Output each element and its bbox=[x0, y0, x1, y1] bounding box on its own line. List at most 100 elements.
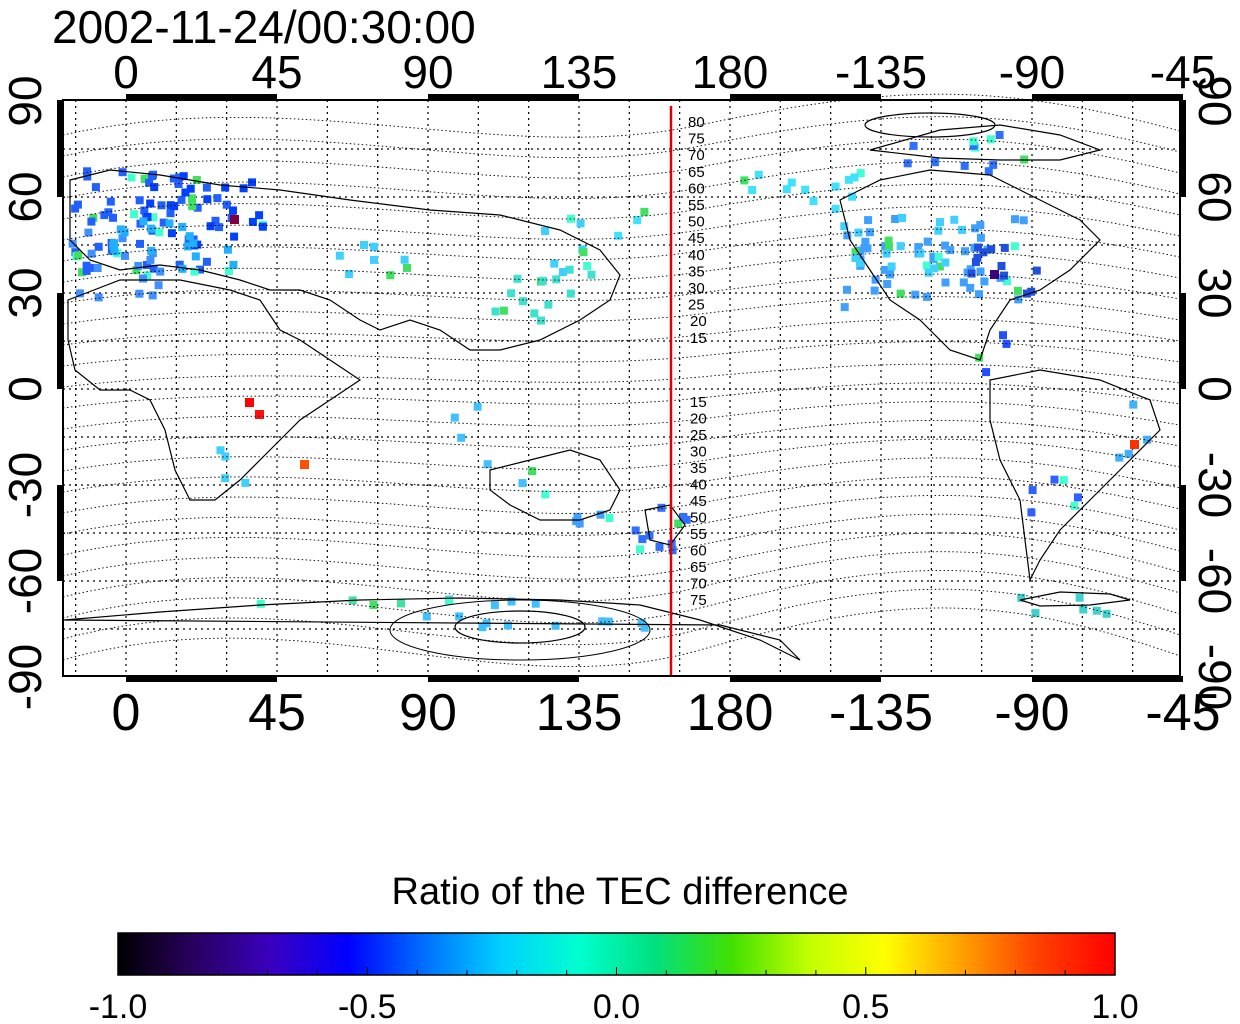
tec-cell bbox=[450, 413, 459, 422]
tec-cell bbox=[370, 255, 378, 264]
tec-cell bbox=[552, 275, 561, 284]
tec-cell bbox=[175, 173, 184, 182]
contour-label: 30 bbox=[690, 444, 707, 461]
tec-cell bbox=[87, 249, 96, 258]
coastline bbox=[69, 169, 621, 351]
tec-cell bbox=[967, 269, 976, 278]
tec-cell bbox=[1023, 289, 1031, 298]
tec-cell bbox=[930, 158, 939, 167]
tec-cell bbox=[518, 479, 527, 488]
contour-label: 75 bbox=[688, 131, 705, 148]
tec-cell bbox=[229, 260, 238, 269]
tec-cell bbox=[787, 178, 796, 187]
south-pole-contour bbox=[454, 610, 586, 644]
tec-cell bbox=[871, 275, 880, 284]
tec-cell bbox=[1013, 286, 1022, 295]
tec-cell bbox=[583, 262, 592, 270]
tec-cell bbox=[530, 309, 539, 318]
tec-cell bbox=[979, 248, 988, 257]
contour-label: 25 bbox=[688, 297, 705, 314]
tec-cell bbox=[922, 261, 931, 270]
tec-cell bbox=[223, 245, 232, 254]
contour-line bbox=[62, 206, 1181, 241]
grid-lines bbox=[63, 100, 1180, 676]
tec-cell bbox=[982, 368, 991, 377]
tec-cell bbox=[1075, 593, 1084, 602]
bottom-lon-label: 180 bbox=[687, 684, 774, 742]
tec-cell bbox=[916, 249, 925, 258]
tec-cell bbox=[1028, 486, 1037, 495]
tec-cell bbox=[740, 176, 749, 185]
contour-label: 45 bbox=[690, 493, 707, 510]
top-lon-label: 45 bbox=[251, 46, 302, 98]
tec-cell bbox=[848, 192, 857, 201]
tec-cell bbox=[143, 212, 152, 221]
frame-segment-bottom bbox=[1032, 676, 1183, 682]
tec-cell bbox=[135, 196, 144, 205]
tec-cell bbox=[221, 474, 230, 483]
frame-segment-top bbox=[1032, 94, 1183, 100]
tec-cell bbox=[850, 173, 859, 182]
tec-cell bbox=[891, 215, 900, 223]
tec-cell bbox=[191, 252, 200, 261]
tec-cell bbox=[537, 316, 545, 325]
contour-label: 55 bbox=[690, 526, 707, 543]
coastlines bbox=[63, 124, 1161, 661]
right-lat-label: 90 bbox=[1189, 75, 1240, 126]
tec-cell bbox=[923, 237, 932, 246]
coastline bbox=[489, 449, 621, 521]
contour-label: 40 bbox=[690, 477, 707, 494]
tec-cell bbox=[995, 131, 1004, 139]
tec-cell bbox=[856, 169, 865, 178]
tec-cell bbox=[950, 215, 959, 224]
right-lat-label: -30 bbox=[1189, 452, 1240, 518]
tec-cell bbox=[224, 267, 233, 275]
tec-cell bbox=[1129, 400, 1138, 409]
tec-cell bbox=[118, 234, 127, 243]
tec-cell bbox=[633, 216, 642, 225]
frame-segment-bottom bbox=[428, 676, 579, 682]
right-lat-label: -60 bbox=[1189, 548, 1240, 614]
tec-cell bbox=[975, 290, 983, 299]
tec-cell bbox=[668, 546, 677, 555]
bottom-lon-label: -135 bbox=[829, 684, 933, 742]
tec-cell bbox=[896, 242, 905, 251]
bottom-lon-label: -90 bbox=[994, 684, 1069, 742]
tec-cell bbox=[89, 263, 98, 272]
north-pole-contour bbox=[864, 112, 996, 138]
tec-cell bbox=[147, 246, 156, 255]
contour-line bbox=[62, 419, 1181, 451]
contour-line bbox=[62, 296, 1181, 325]
tec-cell bbox=[974, 243, 983, 252]
tec-cell bbox=[882, 249, 891, 258]
top-lon-label: 135 bbox=[541, 46, 618, 98]
tec-cell bbox=[148, 172, 157, 181]
coastline bbox=[644, 504, 686, 546]
tec-cell bbox=[93, 264, 102, 272]
south-pole-contour-outer bbox=[389, 599, 651, 661]
tec-cell bbox=[941, 258, 950, 267]
tec-cell bbox=[215, 223, 223, 232]
tec-cell bbox=[130, 210, 139, 219]
frame-segment-bottom bbox=[126, 676, 277, 682]
tec-cell bbox=[865, 228, 874, 237]
tec-cell bbox=[884, 236, 893, 245]
contour-label: 70 bbox=[688, 147, 705, 164]
tec-cell bbox=[976, 221, 985, 229]
tec-cell bbox=[202, 183, 211, 192]
contour-line bbox=[62, 318, 1181, 346]
tec-cell bbox=[230, 215, 239, 224]
frame-segment-right bbox=[1180, 100, 1186, 197]
tec-cell bbox=[245, 398, 254, 407]
tec-cell bbox=[856, 246, 865, 255]
tec-cell bbox=[863, 244, 872, 253]
tec-cell bbox=[94, 293, 103, 302]
left-lat-label: 30 bbox=[0, 267, 51, 318]
tec-cell bbox=[960, 161, 969, 170]
tec-cell bbox=[222, 200, 231, 209]
tec-cell bbox=[159, 218, 168, 227]
tec-cell bbox=[100, 211, 109, 220]
tec-cell bbox=[966, 283, 975, 292]
contour-label: 60 bbox=[690, 543, 707, 560]
tec-cell bbox=[146, 199, 155, 208]
